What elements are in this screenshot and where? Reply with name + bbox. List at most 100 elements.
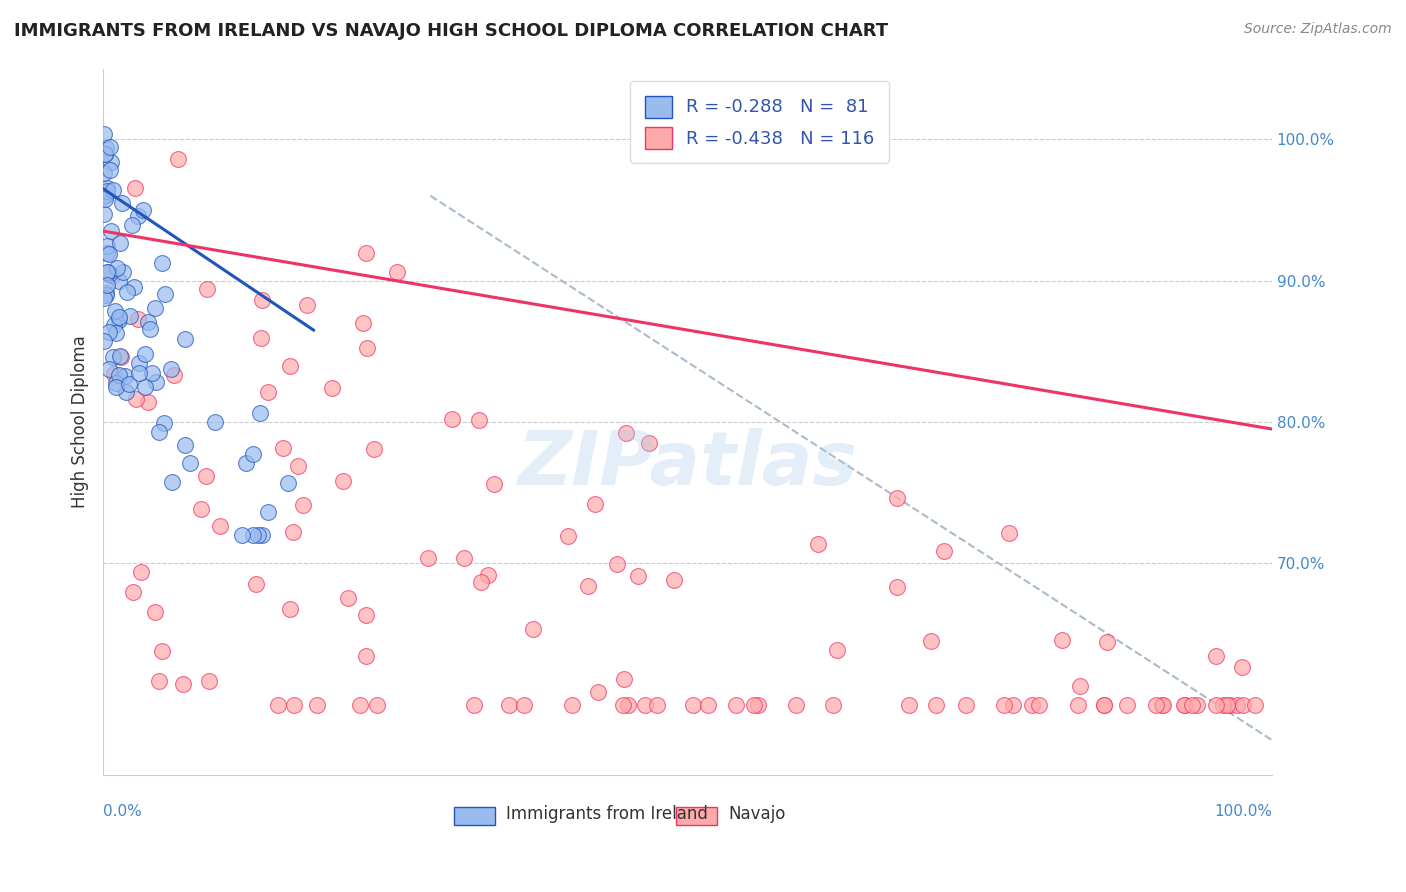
Point	[305, 698, 328, 712]
Point	[120, 309, 142, 323]
Point	[295, 298, 318, 312]
Point	[148, 673, 170, 688]
Point	[103, 368, 125, 382]
Point	[742, 698, 765, 712]
Point	[131, 203, 153, 218]
Point	[235, 456, 257, 470]
Point	[143, 301, 166, 315]
Point	[124, 280, 146, 294]
Point	[231, 528, 253, 542]
Point	[352, 316, 374, 330]
Point	[998, 525, 1021, 540]
Point	[108, 350, 131, 364]
Point	[114, 368, 136, 383]
Point	[576, 579, 599, 593]
Point	[98, 163, 121, 178]
Point	[271, 442, 294, 456]
Point	[1115, 698, 1137, 712]
Point	[356, 341, 378, 355]
Point	[108, 274, 131, 288]
Point	[250, 528, 273, 542]
Point	[291, 498, 314, 512]
Point	[134, 347, 156, 361]
Point	[993, 698, 1015, 712]
Point	[1152, 698, 1174, 712]
Point	[366, 698, 388, 712]
Point	[195, 468, 218, 483]
Point	[105, 260, 128, 275]
Point	[134, 380, 156, 394]
Point	[886, 580, 908, 594]
Point	[281, 525, 304, 540]
Point	[195, 282, 218, 296]
Point	[96, 264, 118, 278]
Point	[148, 425, 170, 439]
Point	[242, 447, 264, 461]
Point	[955, 698, 977, 712]
Point	[256, 505, 278, 519]
Point	[463, 698, 485, 712]
Point	[97, 265, 120, 279]
Point	[440, 412, 463, 426]
Point	[128, 366, 150, 380]
Point	[385, 264, 408, 278]
Bar	[676, 807, 717, 825]
Point	[645, 698, 668, 712]
Point	[98, 267, 121, 281]
Point	[94, 287, 117, 301]
Point	[98, 325, 121, 339]
Y-axis label: High School Diploma: High School Diploma	[72, 335, 89, 508]
Point	[245, 577, 267, 591]
Point	[96, 184, 118, 198]
Point	[208, 519, 231, 533]
Point	[174, 332, 197, 346]
Point	[153, 416, 176, 430]
Point	[138, 395, 160, 409]
Point	[1095, 634, 1118, 648]
Legend: R = -0.288   N =  81, R = -0.438   N = 116: R = -0.288 N = 81, R = -0.438 N = 116	[630, 81, 889, 163]
Point	[96, 141, 118, 155]
Point	[141, 367, 163, 381]
Point	[145, 375, 167, 389]
Point	[886, 491, 908, 505]
Point	[104, 326, 127, 341]
Text: 0.0%: 0.0%	[103, 804, 142, 819]
Point	[96, 239, 118, 253]
Point	[513, 698, 536, 712]
Point	[246, 528, 269, 542]
Point	[124, 180, 146, 194]
Point	[1067, 698, 1090, 712]
Point	[283, 698, 305, 712]
Point	[93, 127, 115, 141]
Point	[143, 605, 166, 619]
Point	[277, 475, 299, 490]
Point	[453, 550, 475, 565]
Point	[349, 698, 371, 712]
Text: Immigrants from Ireland: Immigrants from Ireland	[506, 805, 709, 823]
Point	[613, 672, 636, 686]
Point	[190, 502, 212, 516]
Point	[124, 392, 146, 407]
Point	[561, 698, 583, 712]
Point	[98, 247, 121, 261]
Point	[105, 376, 128, 390]
Point	[1219, 698, 1241, 712]
Point	[627, 569, 650, 583]
Point	[153, 287, 176, 301]
Point	[825, 643, 848, 657]
Point	[249, 406, 271, 420]
Point	[557, 529, 579, 543]
Point	[94, 285, 117, 300]
Point	[354, 607, 377, 622]
Point	[108, 312, 131, 326]
Point	[682, 698, 704, 712]
Point	[257, 384, 280, 399]
Point	[105, 380, 128, 394]
Point	[1092, 698, 1115, 712]
Point	[127, 312, 149, 326]
Point	[606, 558, 628, 572]
Point	[94, 193, 117, 207]
Point	[498, 698, 520, 712]
Point	[418, 550, 440, 565]
Point	[363, 442, 385, 456]
